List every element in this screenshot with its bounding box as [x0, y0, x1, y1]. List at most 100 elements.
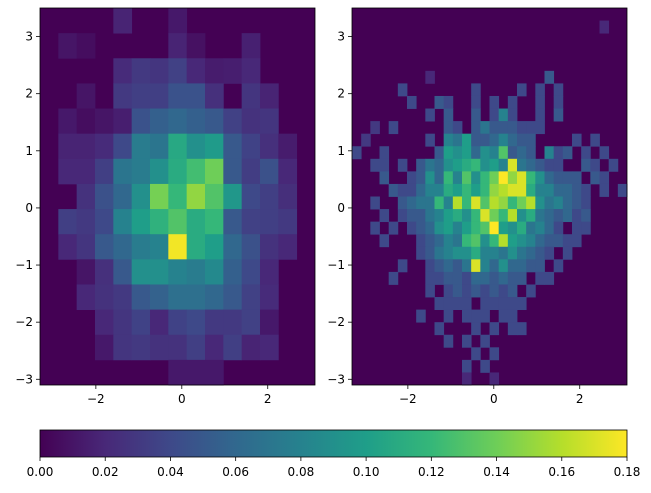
- heatmap-cell: [443, 146, 454, 160]
- heatmap-cell: [452, 183, 463, 197]
- heatmap-cell: [434, 271, 445, 285]
- heatmap-cell: [443, 246, 454, 260]
- heatmap-cell: [572, 234, 582, 248]
- heatmap-cell: [526, 234, 536, 248]
- heatmap-cell: [471, 259, 481, 273]
- heatmap-cell: [434, 234, 445, 248]
- heatmap-cell: [425, 246, 435, 260]
- heatmap-cell: [507, 309, 518, 323]
- x-tick-label: 2: [264, 392, 272, 406]
- x-tick-label: −2: [399, 392, 417, 406]
- heatmap-cell: [581, 209, 591, 223]
- heatmap-cell: [76, 209, 96, 235]
- heatmap-cell: [471, 183, 481, 197]
- heatmap-cell: [498, 297, 509, 310]
- heatmap-cell: [407, 183, 417, 197]
- heatmap-cell: [507, 297, 518, 310]
- heatmap-cell: [241, 158, 261, 185]
- heatmap-cell: [425, 108, 435, 122]
- heatmap-cell: [581, 221, 591, 235]
- heatmap-cell: [452, 158, 463, 172]
- heatmap-cell: [379, 158, 390, 172]
- heatmap-cell: [471, 121, 481, 135]
- heatmap-cell: [168, 284, 188, 310]
- heatmap-cell: [168, 8, 188, 34]
- heatmap-cell: [150, 108, 169, 135]
- heatmap-cell: [168, 209, 188, 235]
- heatmap-cell: [452, 234, 463, 248]
- heatmap-cell: [223, 158, 243, 185]
- heatmap-cell: [507, 133, 518, 147]
- heatmap-cell: [544, 209, 555, 223]
- heatmap-cell: [416, 158, 426, 172]
- heatmap-cell: [260, 133, 279, 160]
- heatmap-cell: [462, 171, 472, 185]
- heatmap-cell: [535, 246, 545, 260]
- heatmap-cell: [471, 221, 481, 235]
- heatmap-cell: [131, 183, 151, 210]
- heatmap-cell: [186, 108, 206, 135]
- heatmap-cell: [489, 183, 500, 197]
- heatmap-cell: [131, 209, 151, 235]
- heatmap-cell: [489, 372, 500, 386]
- heatmap-cell: [150, 334, 169, 361]
- heatmap-cell: [260, 259, 279, 285]
- heatmap-cell: [507, 171, 518, 185]
- colorbar-tick-label: 0.18: [614, 465, 641, 479]
- heatmap-cell: [452, 221, 463, 235]
- heatmap-cell: [535, 221, 545, 235]
- heatmap-cell: [434, 246, 445, 260]
- heatmap-cell: [131, 58, 151, 84]
- heatmap-cell: [581, 158, 591, 172]
- heatmap-cell: [462, 284, 472, 298]
- x-tick-label: 0: [178, 392, 186, 406]
- heatmap-cell: [131, 108, 151, 135]
- heatmap-cell: [599, 171, 610, 185]
- heatmap-cell: [471, 146, 481, 160]
- heatmap-cell: [526, 121, 536, 135]
- heatmap-cell: [131, 309, 151, 336]
- heatmap-cell: [186, 183, 206, 210]
- heatmap-cell: [462, 271, 472, 285]
- heatmap-cell: [553, 221, 564, 235]
- right-axes-frame: [351, 7, 628, 386]
- heatmap-cell: [379, 146, 390, 160]
- heatmap-cell: [397, 209, 408, 223]
- heatmap-cell: [480, 209, 490, 223]
- heatmap-cell: [581, 183, 591, 197]
- heatmap-cell: [150, 209, 169, 235]
- heatmap-cell: [517, 171, 527, 185]
- heatmap-cell: [113, 309, 133, 336]
- heatmap-cell: [544, 70, 555, 84]
- heatmap-cell: [452, 297, 463, 310]
- heatmap-cell: [388, 121, 399, 135]
- heatmap-cell: [462, 183, 472, 197]
- heatmap-cell: [498, 158, 509, 172]
- heatmap-cell: [223, 259, 243, 285]
- heatmap-cell: [388, 183, 399, 197]
- heatmap-cell: [443, 95, 454, 109]
- heatmap-cell: [223, 284, 243, 310]
- heatmap-cell: [186, 158, 206, 185]
- heatmap-cell: [489, 271, 500, 285]
- heatmap-cell: [526, 259, 536, 273]
- heatmap-cell: [471, 246, 481, 260]
- heatmap-cell: [526, 158, 536, 172]
- heatmap-cell: [113, 259, 133, 285]
- heatmap-cell: [517, 234, 527, 248]
- heatmap-cell: [168, 58, 188, 84]
- heatmap-cell: [535, 183, 545, 197]
- heatmap-cell: [205, 209, 224, 235]
- heatmap-cell: [480, 234, 490, 248]
- heatmap-cell: [489, 347, 500, 361]
- heatmap-cell: [517, 196, 527, 210]
- heatmap-cell: [168, 309, 188, 336]
- heatmap-cell: [462, 146, 472, 160]
- right-heatmap-cells: [352, 8, 628, 386]
- heatmap-cell: [397, 183, 408, 197]
- heatmap-cell: [517, 158, 527, 172]
- heatmap-cell: [150, 309, 169, 336]
- heatmap-cell: [462, 297, 472, 310]
- heatmap-cell: [471, 271, 481, 285]
